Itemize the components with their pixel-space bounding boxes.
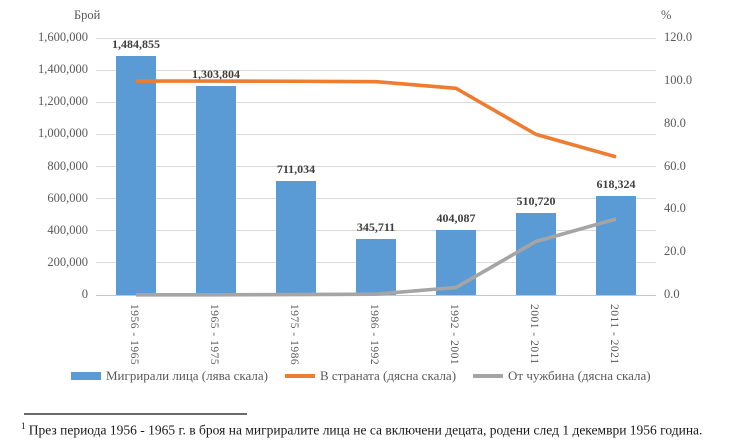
y-axis-left-tick-label: 1,000,000 xyxy=(38,126,88,141)
x-axis-category-label: 1986 - 1992 xyxy=(368,304,380,366)
bar xyxy=(196,85,236,295)
chart-legend: Мигрирали лица (лява скала) В страната (… xyxy=(71,368,651,384)
gridline xyxy=(96,69,656,71)
bar-value-label: 1,484,855 xyxy=(112,37,160,52)
y-axis-left-tick-label: 600,000 xyxy=(47,190,88,205)
legend-label: В страната (дясна скала) xyxy=(319,368,457,383)
bar xyxy=(276,180,316,295)
legend-item-from-abroad: От чужбина (дясна скала) xyxy=(473,368,651,384)
legend-item-migrated-persons: Мигрирали лица (лява скала) xyxy=(71,368,268,384)
y-axis-right-tick-label: 80.0 xyxy=(664,115,686,130)
y-axis-left-tick-label: 400,000 xyxy=(47,222,88,237)
bar xyxy=(436,230,476,295)
bar-value-label: 1,303,804 xyxy=(192,66,240,81)
x-axis-category-label: 2011 - 2021 xyxy=(608,304,620,365)
bar-value-label: 510,720 xyxy=(516,193,556,208)
legend-label: Мигрирали лица (лява скала) xyxy=(106,368,268,383)
bar xyxy=(116,56,156,295)
x-axis-category-label: 1992 - 2001 xyxy=(448,304,460,366)
y-axis-left-tick-label: 800,000 xyxy=(47,158,88,173)
x-axis-category-label: 2001 - 2011 xyxy=(528,304,540,365)
y-axis-right-tick-label: 100.0 xyxy=(664,72,693,87)
right-axis-title: % xyxy=(661,8,672,22)
footnote-body: През периода 1956 - 1965 г. в броя на ми… xyxy=(28,422,703,438)
gridline xyxy=(96,166,656,167)
y-axis-right-tick-label: 20.0 xyxy=(664,244,686,259)
y-axis-right-tick-label: 60.0 xyxy=(664,158,686,173)
footnote-marker: 1 xyxy=(21,422,26,432)
y-axis-right-tick-label: 40.0 xyxy=(664,201,686,216)
gridline xyxy=(96,133,656,135)
y-axis-right-tick-label: 120.0 xyxy=(664,30,693,44)
bar-series-swatch xyxy=(71,372,101,380)
x-axis-category-label: 1975 - 1986 xyxy=(288,304,300,366)
bar-value-label: 711,034 xyxy=(276,161,316,176)
gridline xyxy=(96,37,656,39)
y-axis-left-tick-label: 200,000 xyxy=(47,254,88,269)
y-axis-left-tick-label: 0 xyxy=(81,287,88,301)
y-axis-left-tick-label: 1,600,000 xyxy=(38,30,88,44)
y-axis-left-tick-label: 1,200,000 xyxy=(38,94,88,109)
x-axis-category-label: 1956 - 1965 xyxy=(128,304,140,366)
left-axis-title: Брой xyxy=(74,8,101,22)
footnote-separator xyxy=(24,413,247,415)
x-axis-category-label: 1965 - 1975 xyxy=(208,304,220,366)
legend-label: От чужбина (дясна скала) xyxy=(508,368,651,383)
y-axis-left-tick-label: 1,400,000 xyxy=(38,62,88,77)
bar xyxy=(516,212,556,295)
bar xyxy=(356,239,396,295)
line-series-swatch-abroad xyxy=(473,374,504,378)
bar-value-label: 404,087 xyxy=(436,211,476,226)
gridline xyxy=(96,198,656,200)
gridline xyxy=(96,101,656,103)
bar xyxy=(596,195,636,295)
footnote-text: 1 През периода 1956 - 1965 г. в броя на м… xyxy=(21,419,736,439)
legend-item-in-country: В страната (дясна скала) xyxy=(284,368,457,384)
line-series-swatch-country xyxy=(284,374,315,378)
bar-value-label: 618,324 xyxy=(596,176,636,191)
y-axis-right-tick-label: 0.0 xyxy=(664,287,680,301)
